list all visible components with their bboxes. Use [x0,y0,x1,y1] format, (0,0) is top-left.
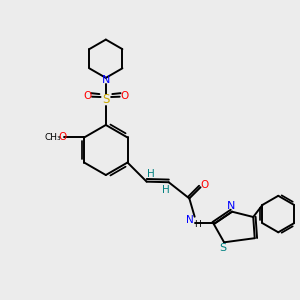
Text: O: O [120,91,128,100]
Text: N: N [227,201,236,212]
Text: N: N [186,215,194,225]
Text: N: N [102,75,110,85]
Text: S: S [102,93,110,106]
Text: O: O [201,180,209,190]
Text: O: O [58,132,67,142]
Text: H: H [147,169,155,179]
Text: H: H [162,184,170,195]
Text: O: O [83,91,92,100]
Text: CH₃: CH₃ [44,133,61,142]
Text: S: S [219,243,226,253]
Text: H: H [194,220,201,230]
